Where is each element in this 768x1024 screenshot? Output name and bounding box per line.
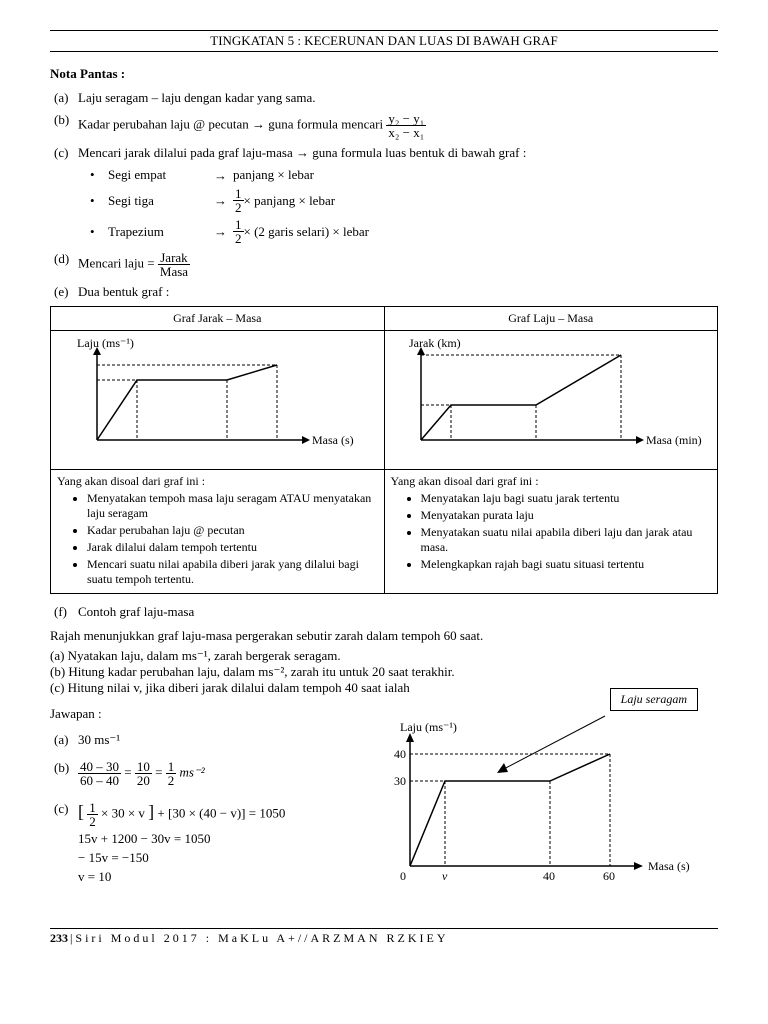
svg-text:Masa (s): Masa (s) <box>648 859 690 873</box>
text-a: Laju seragam – laju dengan kadar yang sa… <box>78 90 718 106</box>
svg-text:Laju (ms⁻¹): Laju (ms⁻¹) <box>77 336 134 350</box>
svg-text:Laju (ms⁻¹): Laju (ms⁻¹) <box>400 720 457 734</box>
jawapan-label: Jawapan : <box>50 706 350 722</box>
svg-text:60: 60 <box>603 869 615 883</box>
note-d: (d) Mencari laju = JarakMasa <box>54 251 718 278</box>
note-a: (a) Laju seragam – laju dengan kadar yan… <box>54 90 718 106</box>
ex-qa: (a) Nyatakan laju, dalam ms⁻¹, zarah ber… <box>50 648 718 664</box>
hdr-2: Graf Laju – Masa <box>384 307 718 331</box>
q-right: Yang akan disoal dari graf ini : Menyata… <box>384 470 718 594</box>
note-f: (f) Contoh graf laju-masa <box>54 604 718 620</box>
svg-text:Jarak (km): Jarak (km) <box>409 336 461 350</box>
ans-c: (c) [ 12 × 30 × v ] + [30 × (40 − v)] = … <box>54 801 350 885</box>
section-title: Nota Pantas : <box>50 66 718 82</box>
svg-text:30: 30 <box>394 774 406 788</box>
label-e: (e) <box>54 284 78 300</box>
gradient-fraction: y₂ − y₁x₂ − x₁ <box>386 112 426 139</box>
callout-laju-seragam: Laju seragam <box>610 688 698 711</box>
text-c: Mencari jarak dilalui pada graf laju-mas… <box>78 145 718 161</box>
note-b: (b) Kadar perubahan laju @ pecutan → gun… <box>54 112 718 139</box>
svg-text:Masa (min): Masa (min) <box>646 433 702 447</box>
graph-comparison-table: Graf Jarak – Masa Graf Laju – Masa Laju … <box>50 306 718 594</box>
svg-text:v: v <box>442 869 448 883</box>
q-left: Yang akan disoal dari graf ini : Menyata… <box>51 470 385 594</box>
text-e: Dua bentuk graf : <box>78 284 718 300</box>
note-e: (e) Dua bentuk graf : <box>54 284 718 300</box>
text-b: Kadar perubahan laju @ pecutan → guna fo… <box>78 116 386 131</box>
example-intro: Rajah menunjukkan graf laju-masa pergera… <box>50 628 718 644</box>
note-c: (c) Mencari jarak dilalui pada graf laju… <box>54 145 718 161</box>
ans-b: (b) 40 – 3060 – 40 = 1020 = 12 ms⁻² <box>54 760 350 787</box>
speed-fraction: JarakMasa <box>158 251 190 278</box>
page-footer: 233|Siri Modul 2017 : MaKLu A+//ARZMAN R… <box>50 928 718 946</box>
svg-text:Masa (s): Masa (s) <box>312 433 354 447</box>
shape-trapezium: •Trapezium → 12 × (2 garis selari) × leb… <box>90 218 718 245</box>
shape-rect: •Segi empat →panjang × lebar <box>90 167 718 183</box>
hdr-1: Graf Jarak – Masa <box>51 307 385 331</box>
graph-1: Laju (ms⁻¹) Masa (s) <box>51 331 385 470</box>
svg-text:0: 0 <box>400 869 406 883</box>
svg-text:40: 40 <box>394 747 406 761</box>
shape-triangle: •Segi tiga → 12 × panjang × lebar <box>90 187 718 214</box>
graph-2: Jarak (km) Masa (min) <box>384 331 718 470</box>
label-d: (d) <box>54 251 78 267</box>
ex-qb: (b) Hitung kadar perubahan laju, dalam m… <box>50 664 718 680</box>
label-f: (f) <box>54 604 78 620</box>
text-f: Contoh graf laju-masa <box>78 604 718 620</box>
label-a: (a) <box>54 90 78 106</box>
svg-text:40: 40 <box>543 869 555 883</box>
label-c: (c) <box>54 145 78 161</box>
label-b: (b) <box>54 112 78 128</box>
example-chart: Laju seragam Laju (ms⁻¹) Masa (s) 40 30 … <box>350 706 718 910</box>
ans-a: (a) 30 ms⁻¹ <box>54 732 350 748</box>
page-header: TINGKATAN 5 : KECERUNAN DAN LUAS DI BAWA… <box>50 30 718 52</box>
